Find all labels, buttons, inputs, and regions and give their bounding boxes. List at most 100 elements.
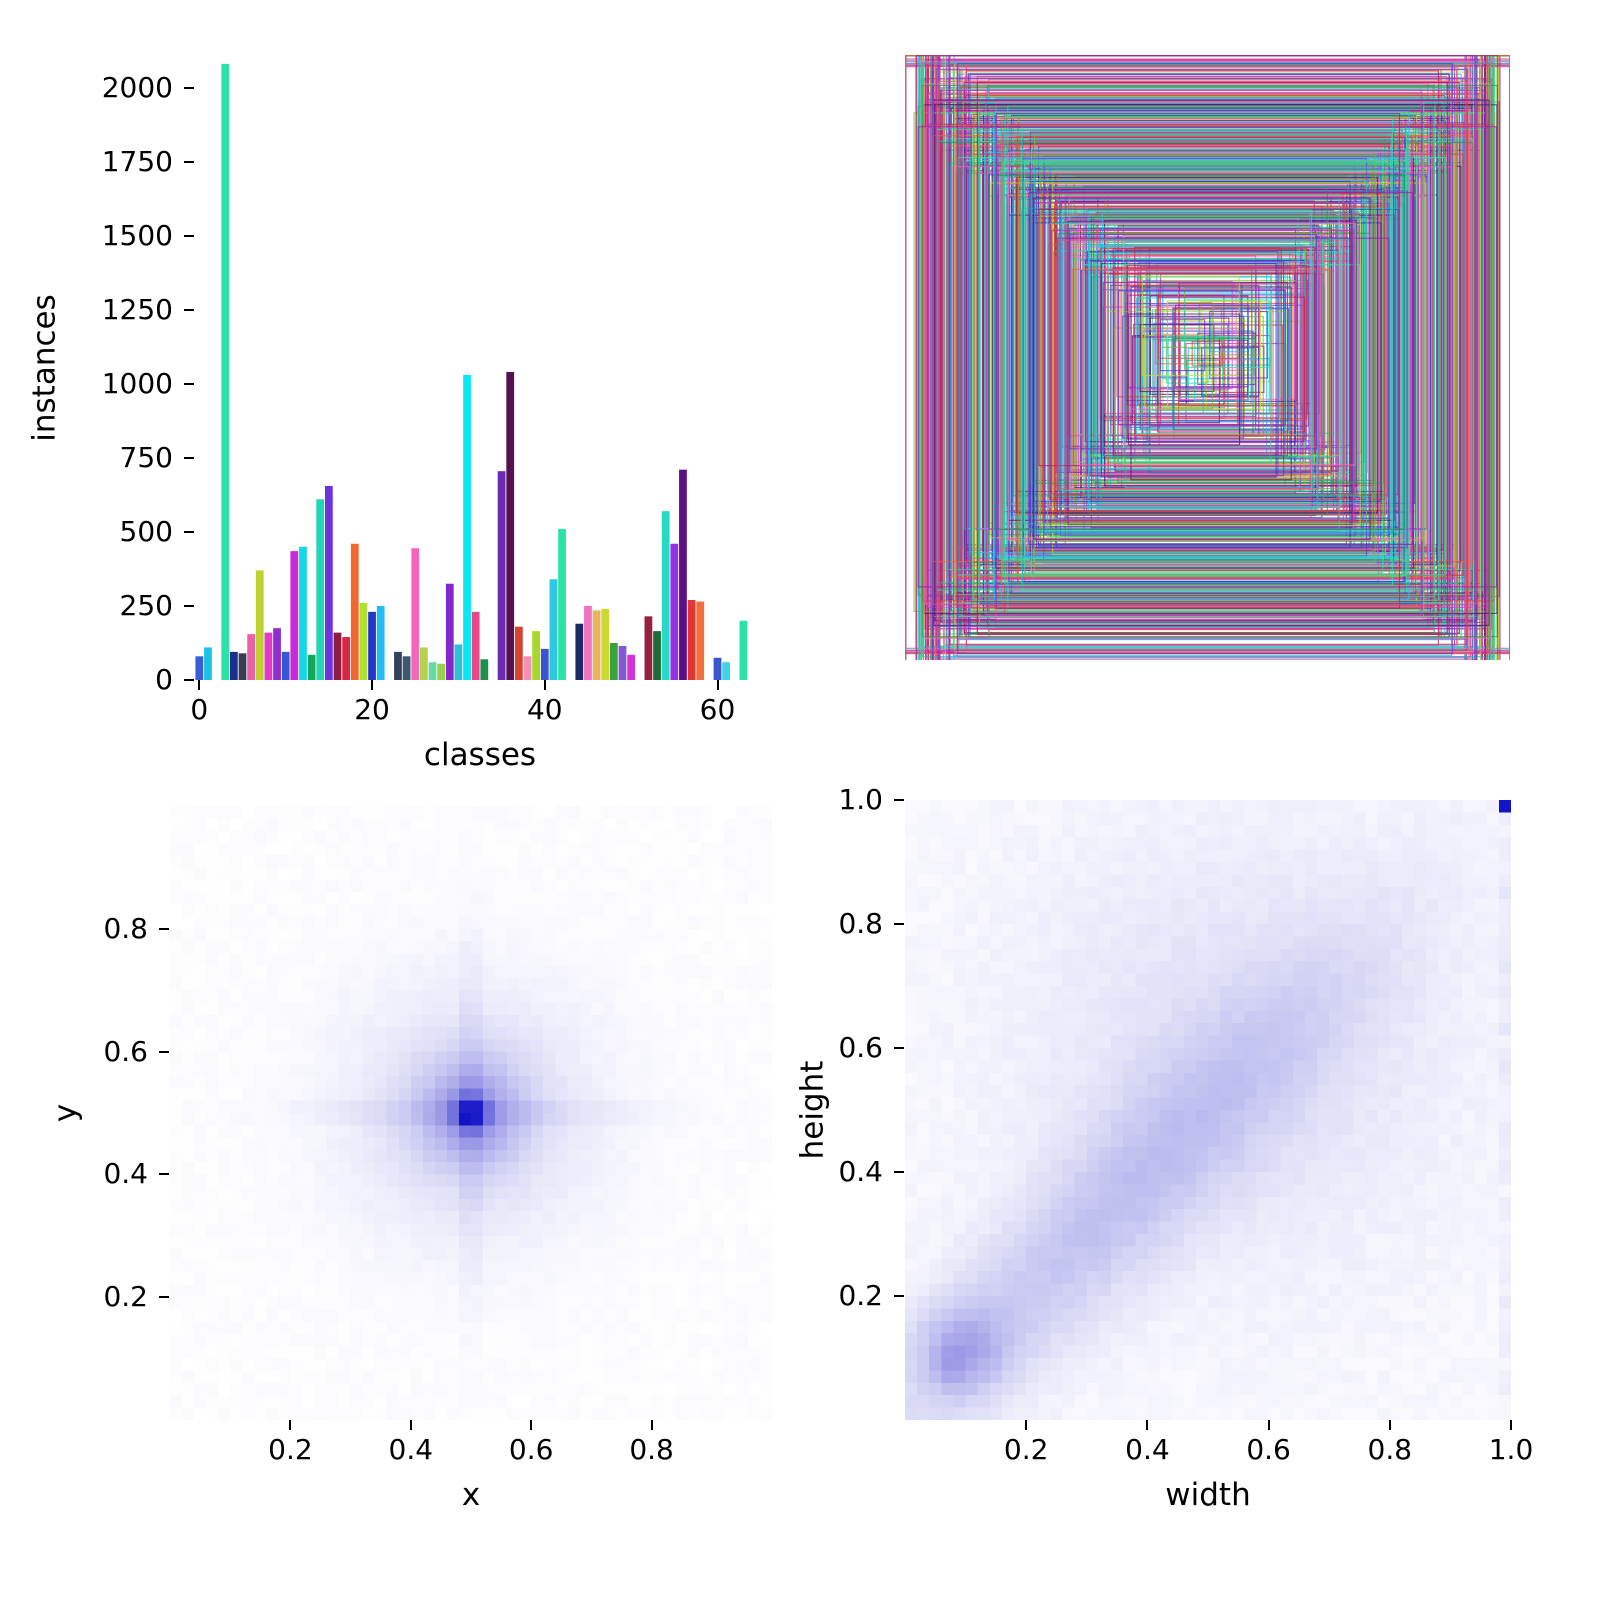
y-tick-mark [184,679,194,681]
bounding-boxes-panel [905,55,1510,660]
class-bar [480,659,489,680]
class-bar [739,620,748,680]
class-bar [290,551,299,680]
y-tick-label: 0.4 [838,1155,883,1188]
x-tick-label: 1.0 [1488,1433,1534,1466]
x-axis-label-classes: classes [423,737,537,773]
bounding-box [1107,241,1336,458]
y-tick-label: 750 [119,440,173,474]
class-bar [359,602,368,680]
y-tick-label: 1000 [101,366,173,400]
class-bar [601,608,610,680]
bounding-box [1191,341,1223,367]
class-bar [540,648,549,680]
class-bar [350,543,359,680]
class-bar [221,63,230,680]
y-tick-mark [159,1050,169,1053]
bounding-box [1128,313,1241,446]
bounding-box [1101,213,1311,469]
x-tick-label: 0.2 [268,1433,313,1466]
class-bar [299,546,307,680]
y-tick-label: 0 [155,663,173,696]
y-tick-mark [184,234,194,237]
bounding-box [994,174,1405,530]
bounding-box [957,63,1453,655]
y-tick-label: 250 [119,588,173,622]
bounding-box [1069,234,1318,450]
bounding-box [1117,275,1272,464]
y-tick-label: 0.8 [103,911,148,945]
bounding-box [1139,324,1215,393]
x-tick-label: 40 [526,693,563,726]
bar-chart [195,63,748,680]
class-bar [506,371,515,680]
x-tick-mark [409,1420,412,1430]
bounding-box [1166,300,1262,410]
x-tick-mark [371,680,374,690]
bounding-box [1033,197,1371,540]
class-bar [342,637,351,680]
class-bar [273,628,281,680]
class-bar [419,647,428,680]
bounding-box [935,68,1468,651]
y-tick-mark [894,1295,904,1297]
width-height-heatmap [905,800,1511,1420]
bounding-box [1090,260,1285,477]
bounding-box [955,125,1470,596]
y-tick-mark [184,86,194,89]
y-tick-label: 0.2 [838,1279,883,1312]
bounding-box [1172,307,1290,421]
class-bar [497,471,506,680]
y-tick-label: 1500 [101,218,173,252]
bounding-box [1124,291,1242,428]
class-bar [679,469,687,680]
class-bar [609,642,618,680]
bounding-box [1184,299,1270,369]
class-bar [238,653,247,680]
bounding-box [1146,266,1317,442]
bounding-box [1130,286,1292,481]
x-tick-mark [530,1420,533,1430]
class-bar [558,528,566,680]
class-bar [368,611,376,680]
bounding-box [1035,190,1408,549]
class-bar [575,623,584,680]
y-tick-mark [184,160,194,163]
x-tick-label: 60 [699,693,736,726]
class-bar [402,656,411,680]
class-bar [394,651,402,680]
bounding-box [976,81,1448,636]
bounding-box [993,111,1410,600]
x-tick-mark [1510,1420,1512,1430]
class-bar [687,600,696,680]
class-bar [644,616,653,680]
class-bar [592,610,601,680]
y-tick-label: 0.6 [103,1034,148,1068]
y-tick-mark [894,1171,904,1173]
y-tick-mark [184,308,194,311]
class-histogram-panel: classes instances 0 20 40 60 0 250 500 750 1000 1… [27,55,765,771]
bounding-box [1102,281,1289,457]
y-tick-label: 0.4 [103,1157,148,1191]
bounding-box [932,100,1477,605]
class-bar [411,548,420,680]
bounding-box [1028,192,1414,545]
bounding-box [1209,310,1268,379]
bounding-box [948,55,1476,660]
y-tick-mark [184,604,194,607]
bounding-box [1057,239,1320,490]
class-bar [247,634,256,680]
bounding-box [972,131,1439,601]
bounding-box [1051,230,1355,495]
bounding-box [985,89,1422,616]
class-bar [281,651,290,680]
x-tick-label: 0.8 [629,1433,674,1466]
x-tick-mark [716,680,719,690]
y-axis-label-instances: instances [26,293,63,442]
bounding-box [978,96,1436,628]
bounding-box [978,113,1435,598]
y-tick-label: 1750 [101,144,173,178]
bounding-box [1219,345,1265,393]
class-bar [471,611,480,680]
